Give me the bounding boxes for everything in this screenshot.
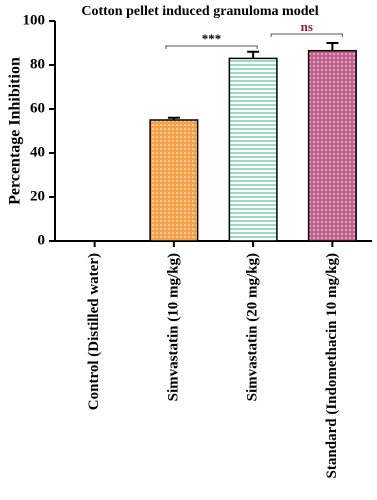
bar	[228, 57, 278, 242]
significance-label: ns	[301, 19, 313, 34]
y-tick-label: 60	[30, 100, 45, 116]
x-tick-label: Simvastatin (20 mg/kg)	[245, 253, 261, 401]
x-tick-label: Control (Distilled water)	[86, 253, 102, 410]
y-tick-label: 40	[30, 144, 45, 160]
bar	[307, 49, 357, 242]
y-tick-label: 100	[23, 12, 46, 28]
bar	[149, 119, 199, 242]
significance-bracket	[270, 33, 343, 37]
error-bar	[167, 116, 180, 120]
y-axis-label: Percentage Inhibition	[7, 57, 24, 205]
error-bar	[326, 42, 339, 51]
x-tick-label: Simvastatin (10 mg/kg)	[165, 253, 181, 401]
significance-bracket	[165, 45, 258, 49]
y-tick-label: 20	[30, 188, 45, 204]
error-bar	[247, 50, 260, 59]
chart-title: Cotton pellet induced granuloma model	[81, 4, 318, 19]
significance-label: ***	[202, 31, 222, 46]
y-tick-label: 0	[38, 232, 46, 248]
x-tick-label: Standard (Indomethacin 10 mg/kg)	[324, 253, 340, 478]
y-tick-label: 80	[30, 56, 45, 72]
